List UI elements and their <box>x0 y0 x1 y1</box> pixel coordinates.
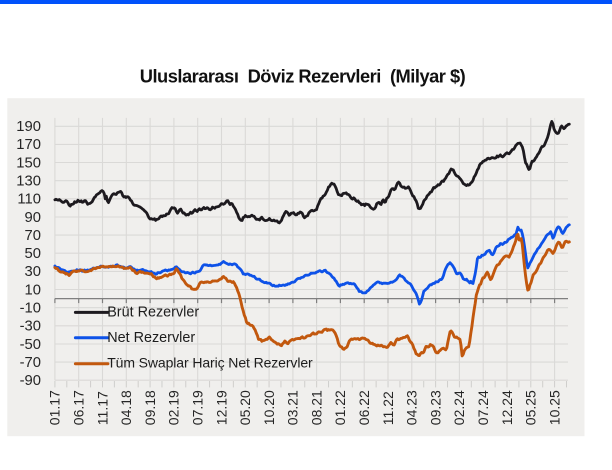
svg-text:12.24: 12.24 <box>499 390 515 425</box>
svg-text:Uluslararası Döviz Rezervleri: Uluslararası Döviz Rezervleri (Milyar $) <box>140 65 466 86</box>
svg-text:50: 50 <box>25 246 41 262</box>
svg-text:-10: -10 <box>20 301 41 317</box>
svg-text:09.18: 09.18 <box>142 390 158 425</box>
svg-text:03.21: 03.21 <box>285 390 301 425</box>
svg-text:Brüt Rezervler: Brüt Rezervler <box>107 305 199 321</box>
svg-text:70: 70 <box>25 228 41 244</box>
svg-text:-90: -90 <box>20 373 41 389</box>
svg-text:90: 90 <box>25 210 41 226</box>
svg-text:07.19: 07.19 <box>190 390 206 425</box>
svg-text:07.24: 07.24 <box>475 390 491 425</box>
svg-text:190: 190 <box>16 119 41 135</box>
svg-text:05.20: 05.20 <box>237 390 253 425</box>
svg-text:06.17: 06.17 <box>71 390 87 425</box>
svg-text:05.25: 05.25 <box>523 390 539 425</box>
svg-text:12.19: 12.19 <box>213 390 229 425</box>
svg-text:11.17: 11.17 <box>94 391 110 425</box>
svg-text:01.17: 01.17 <box>47 390 63 425</box>
svg-text:-30: -30 <box>20 319 41 335</box>
svg-text:130: 130 <box>16 174 41 190</box>
svg-text:09.23: 09.23 <box>427 390 443 425</box>
svg-text:110: 110 <box>17 192 41 208</box>
svg-text:-50: -50 <box>20 337 41 353</box>
svg-text:-70: -70 <box>20 355 41 371</box>
svg-text:02.19: 02.19 <box>166 390 182 425</box>
svg-text:150: 150 <box>16 155 41 171</box>
svg-text:10.25: 10.25 <box>546 390 562 425</box>
svg-text:170: 170 <box>16 137 41 153</box>
svg-text:Net Rezervler: Net Rezervler <box>107 330 195 346</box>
svg-text:08.21: 08.21 <box>308 390 324 425</box>
svg-text:01.22: 01.22 <box>332 390 348 425</box>
svg-text:04.18: 04.18 <box>118 390 134 425</box>
svg-text:11.22: 11.22 <box>380 391 396 425</box>
svg-text:10: 10 <box>25 282 41 298</box>
svg-text:Tüm Swaplar Hariç Net Rezervle: Tüm Swaplar Hariç Net Rezervler <box>107 354 313 370</box>
svg-text:30: 30 <box>25 264 41 280</box>
svg-text:10.20: 10.20 <box>261 390 277 425</box>
svg-text:02.24: 02.24 <box>451 390 467 425</box>
svg-text:06.22: 06.22 <box>356 390 372 425</box>
svg-text:04.23: 04.23 <box>404 390 420 425</box>
